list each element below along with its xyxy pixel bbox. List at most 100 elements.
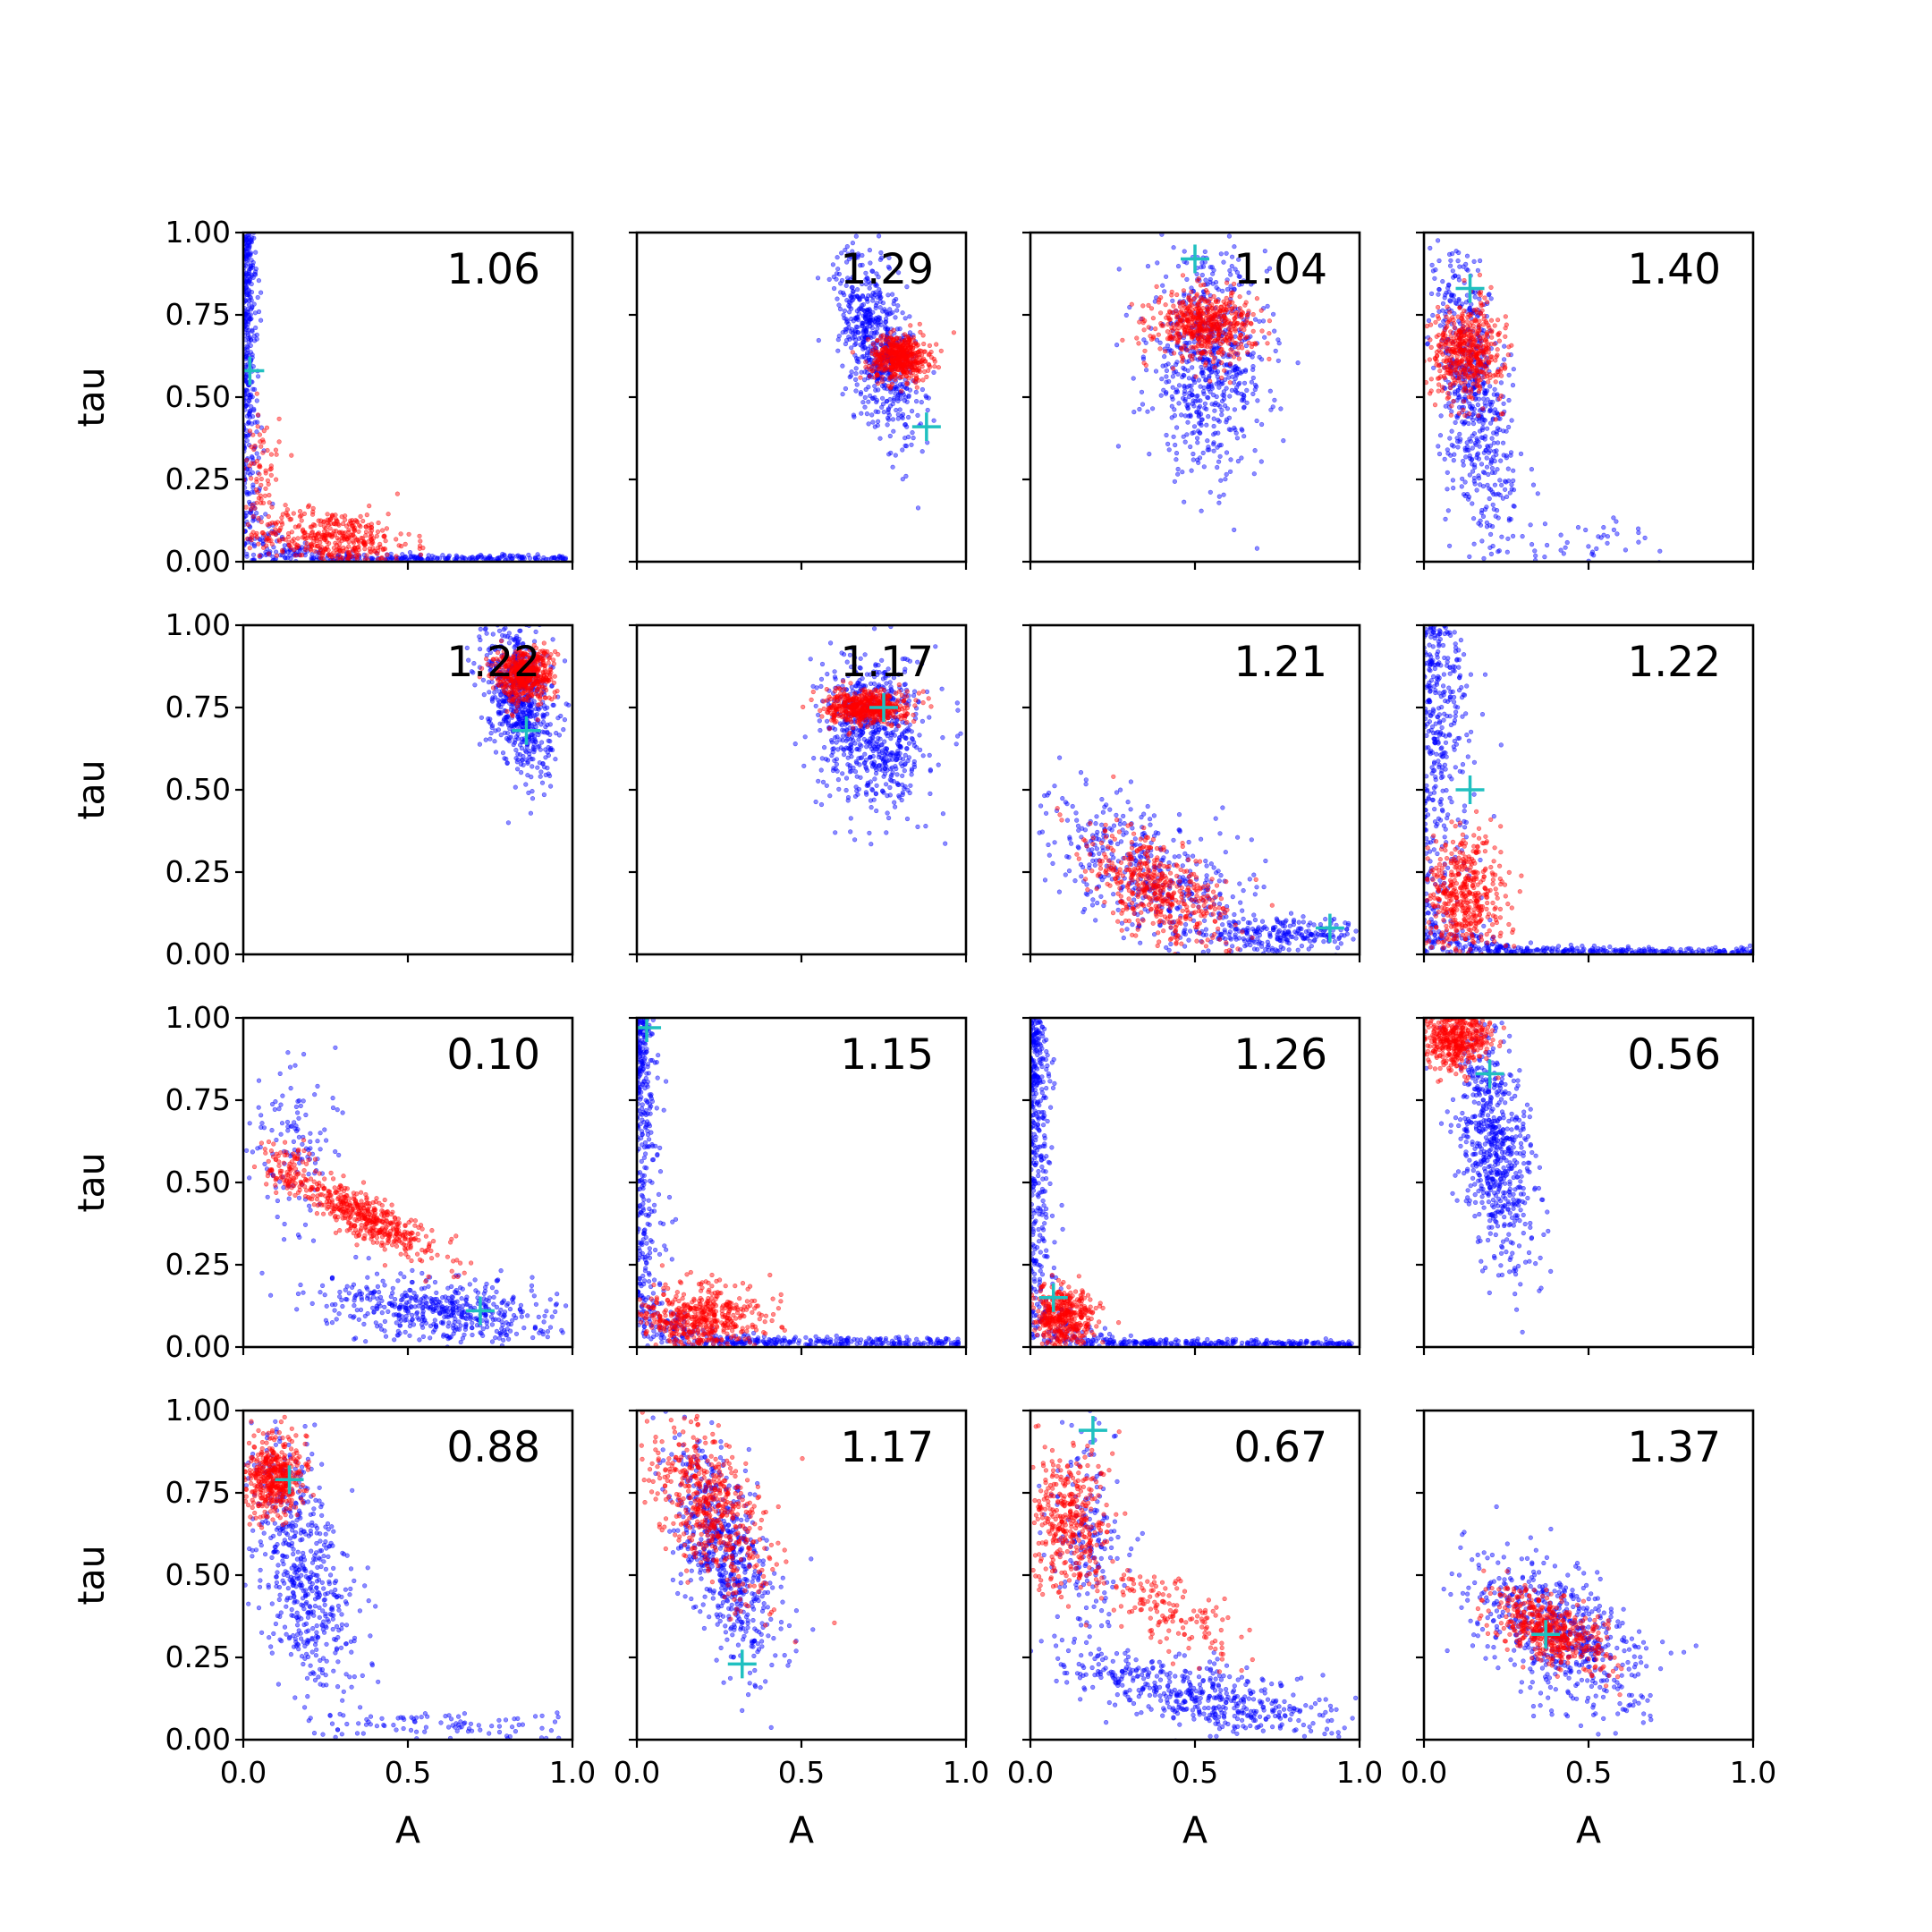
scatter-point-blue — [1532, 548, 1538, 554]
scatter-point-red — [1170, 310, 1175, 316]
scatter-point-blue — [246, 278, 251, 284]
scatter-point-blue — [1448, 453, 1453, 458]
scatter-point-blue — [880, 301, 886, 306]
scatter-point-blue — [1276, 341, 1282, 346]
scatter-point-blue — [1542, 521, 1547, 527]
scatter-point-blue — [893, 315, 898, 320]
scatter-point-red — [245, 536, 250, 541]
scatter-point-blue — [850, 289, 856, 294]
scatter-point-blue — [1234, 270, 1240, 275]
scatter-point-blue — [872, 292, 878, 298]
scatter-point-red — [888, 330, 894, 335]
scatter-point-blue — [1449, 251, 1455, 257]
scatter-point-blue — [254, 332, 259, 338]
scatter-point-blue — [840, 330, 845, 335]
scatter-point-red — [904, 381, 910, 387]
scatter-point-red — [352, 547, 357, 554]
scatter-point-blue — [1471, 475, 1477, 481]
scatter-point-red — [306, 503, 312, 508]
scatter-point-blue — [854, 382, 860, 387]
scatter-point-blue — [1137, 406, 1142, 412]
scatter-point-red — [249, 461, 254, 466]
scatter-point-blue — [258, 318, 264, 323]
scatter-point-blue — [1199, 364, 1204, 370]
scatter-point-blue — [1224, 250, 1229, 256]
scatter-point-blue — [1467, 554, 1472, 560]
scatter-point-blue — [1232, 407, 1237, 412]
scatter-point-blue — [1491, 506, 1496, 512]
scatter-point-red — [309, 530, 315, 536]
scatter-point-red — [1205, 320, 1210, 326]
scatter-point-blue — [875, 419, 881, 424]
scatter-point-red — [1441, 335, 1446, 340]
scatter-point-blue — [1520, 533, 1525, 539]
scatter-point-blue — [855, 253, 861, 258]
scatter-point-red — [1481, 349, 1487, 354]
scatter-point-blue — [1226, 415, 1232, 420]
scatter-point-red — [1462, 371, 1468, 377]
scatter-point-red — [1448, 412, 1453, 418]
scatter-point-red — [1231, 324, 1236, 329]
scatter-point-red — [1445, 355, 1450, 360]
scatter-point-blue — [1479, 417, 1485, 422]
scatter-point-blue — [243, 374, 249, 380]
scatter-point-blue — [1461, 492, 1467, 497]
scatter-point-red — [368, 534, 373, 540]
scatter-point-blue — [1445, 447, 1450, 453]
scatter-point-blue — [1487, 545, 1493, 550]
scatter-point-red — [1473, 367, 1479, 373]
scatter-point-red — [269, 504, 275, 510]
scatter-point-red — [875, 372, 880, 378]
scatter-point-red — [1470, 343, 1476, 348]
scatter-point-red — [913, 374, 919, 379]
scatter-point-blue — [245, 433, 250, 438]
scatter-point-blue — [843, 317, 849, 322]
scatter-point-red — [1462, 380, 1468, 386]
scatter-point-blue — [1488, 551, 1494, 557]
scatter-point-blue — [866, 399, 871, 404]
scatter-point-red — [1180, 359, 1185, 364]
scatter-point-red — [1214, 320, 1219, 326]
scatter-point-blue — [541, 555, 547, 561]
scatter-point-red — [1468, 323, 1473, 328]
scatter-point-red — [378, 555, 384, 561]
scatter-point-red — [364, 512, 369, 518]
scatter-point-red — [919, 358, 925, 363]
scatter-point-blue — [877, 257, 884, 262]
scatter-point-blue — [1184, 432, 1190, 437]
scatter-point-red — [1242, 335, 1249, 341]
scatter-point-red — [1444, 314, 1449, 319]
scatter-point-blue — [1443, 403, 1448, 409]
scatter-point-red — [1453, 364, 1459, 370]
scatter-point-red — [1428, 377, 1434, 382]
scatter-point-blue — [1172, 413, 1177, 419]
scatter-point-blue — [1466, 420, 1471, 427]
scatter-panel: 1.04 — [1022, 231, 1361, 570]
scatter-point-blue — [1182, 413, 1188, 419]
scatter-point-red — [376, 520, 381, 526]
scatter-point-blue — [1123, 312, 1129, 318]
scatter-point-red — [1218, 360, 1224, 366]
scatter-point-red — [1175, 320, 1181, 326]
scatter-point-blue — [1511, 468, 1516, 473]
scatter-point-red — [1469, 363, 1474, 369]
scatter-point-blue — [1199, 368, 1205, 373]
scatter-point-red — [1205, 299, 1210, 304]
scatter-point-blue — [1251, 471, 1257, 477]
scatter-point-red — [258, 482, 264, 487]
scatter-point-blue — [1114, 343, 1120, 348]
scatter-point-blue — [852, 377, 859, 383]
scatter-point-blue — [1184, 260, 1190, 266]
scatter-point-blue — [842, 292, 847, 298]
scatter-point-red — [1492, 323, 1497, 328]
scatter-point-red — [1198, 326, 1203, 332]
cross-marker — [911, 412, 941, 442]
scatter-point-red — [1237, 294, 1242, 300]
scatter-point-blue — [1229, 254, 1235, 259]
scatter-point-blue — [1252, 317, 1258, 322]
scatter-point-red — [1468, 389, 1474, 394]
scatter-point-blue — [244, 413, 250, 419]
scatter-point-blue — [873, 283, 878, 288]
y-tick-label: 0.50 — [165, 379, 231, 414]
scatter-point-blue — [1182, 391, 1187, 397]
